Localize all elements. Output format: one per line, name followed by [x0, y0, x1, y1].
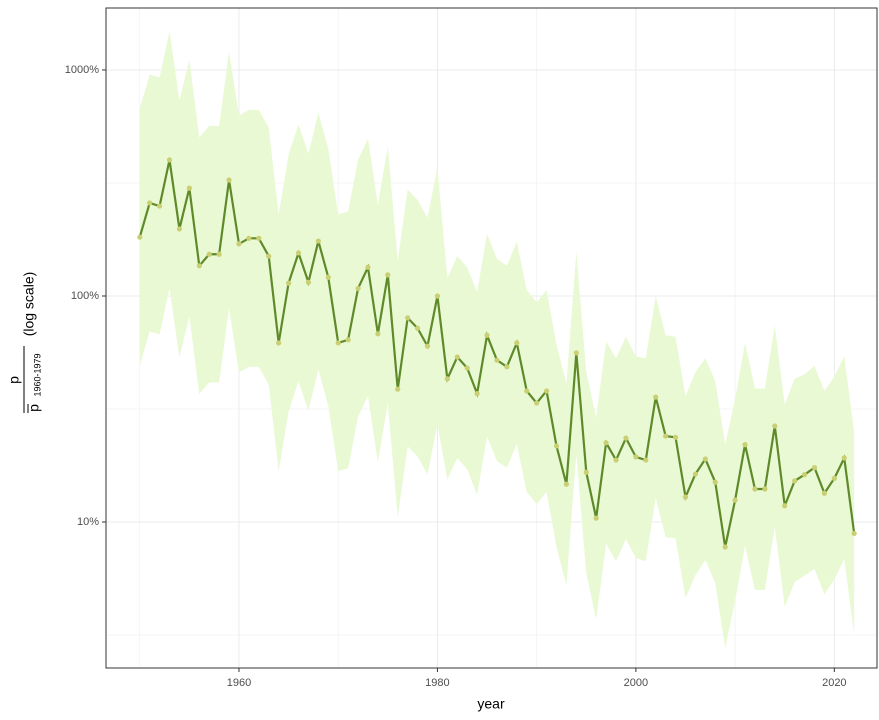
point	[702, 456, 708, 462]
point	[166, 157, 173, 163]
point	[613, 457, 619, 463]
point	[643, 457, 649, 463]
point	[742, 442, 748, 448]
point	[454, 354, 460, 360]
panel-border	[105, 7, 878, 669]
point	[137, 234, 143, 240]
x-tick-label: 2020	[822, 677, 846, 689]
y-label-subscript: 1960-1979	[32, 353, 42, 396]
point	[792, 478, 798, 484]
x-tick-label: 1960	[227, 677, 251, 689]
point	[256, 235, 262, 241]
point	[216, 251, 222, 257]
point	[474, 390, 480, 397]
point	[147, 200, 153, 206]
point	[375, 331, 381, 337]
point	[682, 494, 689, 500]
point	[395, 386, 401, 392]
point	[355, 285, 361, 292]
point	[583, 469, 589, 475]
point	[831, 475, 837, 481]
point	[534, 400, 540, 406]
point	[821, 490, 828, 496]
point	[841, 455, 847, 461]
point	[315, 238, 321, 244]
point	[186, 185, 192, 191]
point	[385, 272, 391, 278]
point	[226, 177, 232, 183]
point	[762, 486, 768, 492]
point	[573, 350, 579, 356]
point	[593, 515, 599, 521]
point	[276, 340, 282, 346]
point	[444, 376, 450, 382]
point	[504, 364, 510, 370]
point	[732, 497, 738, 503]
point	[196, 263, 202, 269]
confidence-band	[139, 31, 855, 649]
point	[553, 443, 560, 449]
point	[663, 433, 669, 439]
point	[414, 325, 421, 331]
point	[335, 340, 341, 346]
point	[543, 388, 550, 394]
point	[851, 530, 857, 537]
x-tick-label: 2000	[624, 677, 648, 689]
x-axis-label: year	[477, 696, 505, 712]
point	[236, 241, 242, 247]
point	[772, 423, 778, 429]
point	[633, 454, 639, 460]
y-label-denominator: p	[26, 404, 42, 412]
point	[325, 274, 331, 280]
point	[782, 503, 788, 509]
point	[752, 486, 758, 492]
point	[563, 481, 570, 487]
point	[484, 332, 490, 338]
point	[722, 544, 728, 550]
point	[295, 250, 302, 256]
point	[623, 435, 629, 441]
point	[156, 203, 163, 209]
y-tick-label: 100%	[71, 290, 99, 302]
y-label-numerator: p	[6, 376, 22, 384]
point	[305, 279, 312, 285]
y-tick-label: 10%	[77, 516, 99, 528]
point	[246, 235, 252, 241]
y-tick-label: 1000%	[65, 64, 99, 76]
point	[206, 251, 212, 257]
point	[494, 357, 500, 363]
point	[524, 388, 530, 394]
point	[514, 340, 520, 346]
point	[672, 434, 679, 440]
point	[603, 440, 609, 446]
point	[176, 226, 183, 232]
point	[653, 394, 659, 400]
point	[811, 465, 818, 471]
point	[405, 315, 411, 321]
y-label-note: (log scale)	[21, 272, 37, 337]
point	[712, 479, 718, 485]
point	[266, 253, 272, 259]
point	[345, 337, 351, 343]
point	[285, 280, 292, 286]
point	[801, 472, 808, 478]
x-tick-label: 1980	[425, 677, 449, 689]
point	[434, 293, 441, 299]
point	[464, 365, 470, 371]
point	[365, 264, 371, 270]
y-axis-label: p p 1960-1979 (log scale)	[6, 272, 42, 413]
point	[692, 471, 699, 477]
point	[424, 343, 431, 349]
